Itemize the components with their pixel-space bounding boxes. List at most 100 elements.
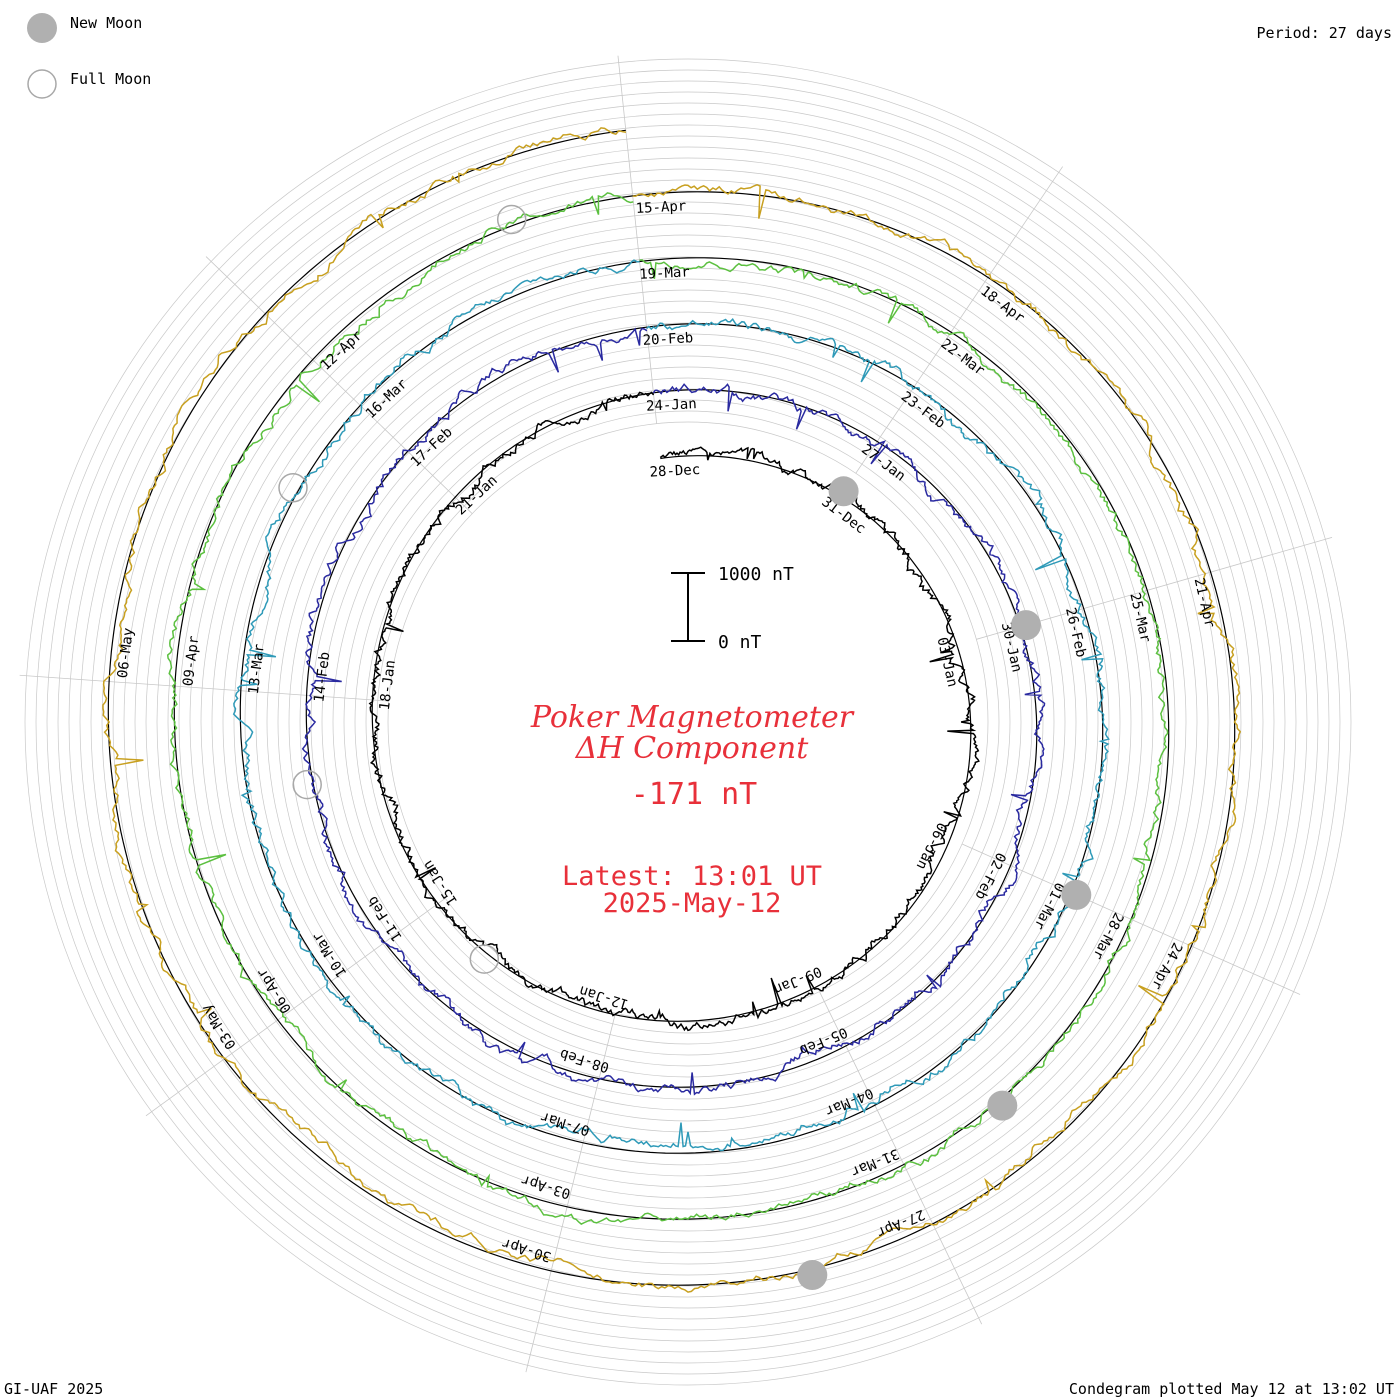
date-label: 15-Apr: [635, 198, 686, 217]
title-line-2: ΔH Component: [575, 731, 809, 766]
new-moon-legend-icon: [27, 13, 57, 43]
radial-spoke: [819, 991, 983, 1325]
guide-circle: [222, 256, 1154, 1188]
radial-spoke: [617, 55, 658, 424]
guide-circle: [90, 124, 1286, 1320]
plotted-label: Condegram plotted May 12 at 13:02 UT: [1068, 1380, 1394, 1398]
date-label: 14-Feb: [311, 651, 333, 703]
new-moon-legend-label: New Moon: [70, 14, 143, 32]
new-moon-marker: [987, 1090, 1018, 1121]
guide-circle: [178, 212, 1198, 1232]
period-label: Period: 27 days: [1256, 24, 1392, 42]
guide-circle: [387, 421, 989, 1023]
radial-spoke: [205, 256, 473, 514]
series-trace-rotation-5: [102, 127, 1242, 1293]
new-moon-marker: [1061, 879, 1092, 910]
full-moon-marker: [496, 204, 527, 235]
guide-circle: [123, 157, 1253, 1287]
guide-circle: [200, 234, 1176, 1210]
radial-spoke: [525, 1012, 616, 1373]
date-label: 18-Jan: [377, 659, 399, 711]
new-moon-marker: [828, 476, 859, 507]
date-label: 24-Jan: [646, 396, 697, 415]
center-title: Poker Magnetometer ΔH Component -171 nT …: [530, 700, 855, 919]
date-label: 28-Dec: [649, 462, 700, 481]
date-label: 13-Mar: [246, 643, 268, 695]
series-trace-rotation-4: [166, 192, 1169, 1225]
guide-circle: [24, 58, 1352, 1386]
date-label: 04-Mar: [823, 1084, 876, 1118]
new-moon-marker: [1011, 610, 1041, 641]
guide-circle: [145, 179, 1231, 1265]
date-label: 30-Apr: [500, 1235, 553, 1265]
series-trace-rotation-1: [368, 391, 980, 1032]
date-label: 05-Feb: [797, 1024, 850, 1058]
guide-circle: [35, 69, 1341, 1375]
date-label: 10-Mar: [309, 929, 350, 980]
baseline-spiral: [371, 392, 972, 1022]
date-label: 09-Jan: [771, 963, 824, 997]
date-label: 18-Apr: [977, 283, 1027, 326]
date-label: 06-May: [115, 627, 137, 679]
series-trace-rotation-2: [301, 327, 1046, 1096]
guide-circle: [255, 289, 1121, 1155]
date-label: 27-Apr: [874, 1206, 927, 1240]
current-value: -171 nT: [631, 777, 757, 812]
date-label: 08-Feb: [558, 1045, 611, 1075]
guide-circle: [57, 91, 1319, 1353]
guide-circle: [321, 355, 1055, 1089]
guide-circle: [189, 223, 1187, 1221]
guide-circle: [310, 344, 1066, 1100]
date-label: 23-Feb: [898, 389, 948, 432]
date-label: 03-May: [199, 1001, 240, 1052]
series-trace-rotation-3: [232, 259, 1110, 1152]
radial-spoke: [19, 674, 389, 702]
date-label: 28-Mar: [1089, 910, 1126, 962]
full-moon-marker: [469, 944, 500, 974]
guide-circle: [79, 113, 1297, 1331]
guide-circle: [244, 278, 1132, 1166]
radial-spoke: [145, 898, 446, 1117]
date-label: 03-Apr: [519, 1171, 572, 1201]
date-label: 09-Apr: [180, 635, 202, 687]
date-label: 07-Mar: [539, 1108, 592, 1138]
radial-spoke: [855, 166, 1063, 474]
date-label: 21-Apr: [1191, 576, 1218, 629]
date-label: 12-Jan: [577, 982, 630, 1012]
credit-label: GI-UAF 2025: [4, 1380, 104, 1398]
guide-circle: [112, 146, 1264, 1298]
guide-circle: [134, 168, 1242, 1276]
date-label: 27-Jan: [858, 441, 908, 484]
title-line-1: Poker Magnetometer: [530, 700, 855, 735]
date-label: 24-Apr: [1148, 940, 1185, 992]
guide-circle: [68, 102, 1308, 1342]
scale-top-label: 1000 nT: [718, 564, 794, 585]
full-moon-marker: [278, 473, 308, 503]
date-label: 31-Mar: [848, 1145, 901, 1179]
scale-bottom-label: 0 nT: [718, 632, 762, 653]
date-label: 02-Feb: [971, 850, 1008, 902]
data-layer: [102, 127, 1242, 1293]
baseline-spiral: [239, 260, 1104, 1154]
grid-layer: [19, 55, 1352, 1386]
guide-circle: [101, 135, 1275, 1309]
date-label: 06-Jan: [913, 820, 950, 872]
guide-circle: [167, 201, 1209, 1243]
guide-circle: [343, 377, 1033, 1067]
date-label: 01-Mar: [1030, 880, 1067, 932]
latest-time: Latest: 13:01 UT: [562, 861, 822, 892]
full-moon-marker: [292, 769, 322, 800]
date-label: 19-Mar: [639, 264, 690, 283]
scale-bar: 1000 nT 0 nT: [671, 564, 794, 653]
full-moon-legend-label: Full Moon: [70, 70, 152, 88]
moon-layer: [278, 204, 1092, 1290]
latest-date: 2025-May-12: [603, 888, 782, 919]
guide-circle: [288, 322, 1088, 1122]
guide-circle: [365, 399, 1011, 1045]
date-label: 20-Feb: [642, 330, 693, 349]
guide-circle: [46, 80, 1330, 1364]
new-moon-marker: [797, 1260, 828, 1290]
date-label: 11-Feb: [365, 893, 406, 944]
guide-circle: [156, 190, 1220, 1254]
